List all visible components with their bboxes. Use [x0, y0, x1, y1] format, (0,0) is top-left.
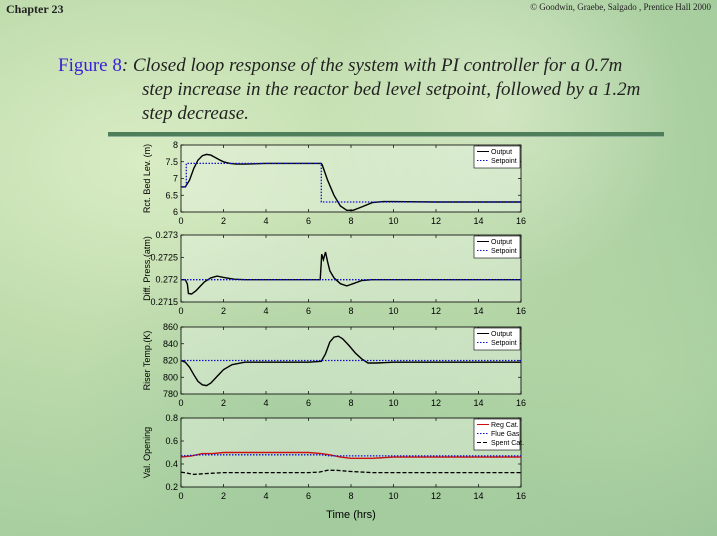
- x-tick-label: 0: [178, 216, 183, 226]
- x-tick-label: 4: [263, 216, 268, 226]
- y-tick-label: 7: [173, 174, 178, 184]
- x-tick-label: 8: [348, 398, 353, 408]
- x-tick-label: 6: [306, 398, 311, 408]
- y-tick-label: 0.272: [155, 275, 178, 285]
- figure-caption: Figure 8: Closed loop response of the sy…: [58, 54, 698, 126]
- y-tick-label: 0.4: [165, 459, 178, 469]
- x-tick-label: 8: [348, 491, 353, 501]
- x-tick-label: 12: [431, 216, 441, 226]
- y-tick-label: 0.6: [165, 436, 178, 446]
- plot-area-2: [180, 234, 522, 303]
- y-tick-label: 800: [163, 372, 178, 382]
- x-tick-label: 8: [348, 306, 353, 316]
- x-tick-label: 12: [431, 306, 441, 316]
- y-axis-label: Riser Temp.(K): [142, 331, 152, 391]
- x-tick-label: 6: [306, 216, 311, 226]
- series-line-flue-gas: [180, 454, 521, 457]
- y-tick-label: 7.5: [165, 157, 178, 167]
- x-tick-label: 2: [221, 398, 226, 408]
- x-axis-label: Time (hrs): [326, 509, 376, 521]
- caption-line-1: : Closed loop response of the system wit…: [121, 55, 623, 76]
- x-tick-label: 2: [221, 491, 226, 501]
- y-tick-label: 0.2: [165, 482, 178, 492]
- x-tick-label: 6: [306, 491, 311, 501]
- y-tick-label: 840: [163, 339, 178, 349]
- legend-label: Setpoint: [491, 158, 517, 165]
- x-tick-label: 12: [431, 398, 441, 408]
- x-tick-label: 10: [388, 216, 398, 226]
- x-tick-label: 2: [221, 306, 226, 316]
- x-tick-label: 4: [263, 491, 268, 501]
- legend-label: Output: [491, 239, 512, 246]
- x-tick-label: 2: [221, 216, 226, 226]
- y-tick-label: 0.2725: [150, 252, 178, 262]
- series-line-reg-cat: [180, 451, 521, 459]
- x-tick-label: 16: [516, 306, 526, 316]
- x-tick-label: 6: [306, 306, 311, 316]
- x-tick-label: 16: [516, 491, 526, 501]
- y-tick-label: 780: [163, 389, 178, 399]
- x-tick-label: 16: [516, 216, 526, 226]
- y-axis-label: Val. Opening: [142, 427, 152, 478]
- legend-label: Setpoint: [491, 248, 517, 255]
- legend-label: Output: [491, 149, 512, 156]
- x-tick-label: 14: [473, 398, 483, 408]
- legend-label: Setpoint: [491, 340, 517, 347]
- series-line-setpoint: [181, 162, 521, 203]
- divider-rule: [108, 132, 664, 136]
- y-tick-label: 8: [173, 140, 178, 150]
- x-tick-label: 16: [516, 398, 526, 408]
- legend-label: Output: [491, 331, 512, 338]
- x-tick-label: 10: [388, 306, 398, 316]
- y-tick-label: 6.5: [165, 190, 178, 200]
- x-tick-label: 10: [388, 398, 398, 408]
- series-line-spent-cat: [180, 469, 521, 476]
- y-axis-label: Diff. Press.(atm): [142, 236, 152, 301]
- x-tick-label: 12: [431, 491, 441, 501]
- x-tick-label: 14: [473, 216, 483, 226]
- legend-label: Reg Cat.: [491, 422, 519, 429]
- legend-label: Spent Cat.: [491, 440, 524, 447]
- x-tick-label: 14: [473, 306, 483, 316]
- series-line-output: [180, 335, 521, 387]
- y-tick-label: 6: [173, 207, 178, 217]
- plot-area-1: [180, 144, 522, 213]
- x-tick-label: 10: [388, 491, 398, 501]
- y-tick-label: 0.8: [165, 413, 178, 423]
- x-tick-label: 0: [178, 491, 183, 501]
- x-tick-label: 0: [178, 306, 183, 316]
- figure-label: Figure 8: [58, 55, 122, 76]
- x-tick-label: 4: [263, 306, 268, 316]
- y-tick-label: 860: [163, 322, 178, 332]
- copyright-notice: © Goodwin, Graebe, Salgado , Prentice Ha…: [530, 2, 711, 12]
- caption-line-3: step decrease.: [142, 103, 249, 124]
- x-tick-label: 8: [348, 216, 353, 226]
- chapter-label: Chapter 23: [6, 2, 64, 16]
- x-tick-label: 14: [473, 491, 483, 501]
- y-tick-label: 820: [163, 356, 178, 366]
- x-tick-label: 0: [178, 398, 183, 408]
- caption-line-2: step increase in the reactor bed level s…: [142, 79, 641, 100]
- legend-label: Flue Gas: [491, 431, 520, 438]
- y-tick-label: 0.2715: [150, 297, 178, 307]
- x-tick-label: 4: [263, 398, 268, 408]
- y-tick-label: 0.273: [155, 230, 178, 240]
- y-axis-label: Rct. Bed Lev. (m): [142, 144, 152, 213]
